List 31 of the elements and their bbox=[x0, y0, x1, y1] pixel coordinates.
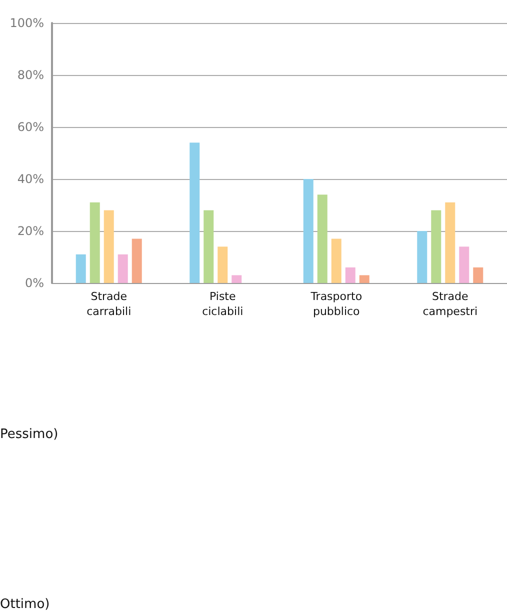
bar bbox=[445, 202, 456, 283]
bar bbox=[76, 254, 86, 283]
bar bbox=[118, 254, 128, 283]
bar bbox=[459, 246, 470, 283]
bar bbox=[218, 246, 228, 283]
y-tick-label: 40% bbox=[17, 172, 44, 186]
y-tick-label: 20% bbox=[17, 224, 44, 238]
bar bbox=[204, 210, 214, 283]
bar bbox=[104, 210, 114, 283]
text: Pessimo) bbox=[0, 427, 58, 442]
y-tick-label: 80% bbox=[17, 68, 44, 82]
bar bbox=[417, 231, 428, 283]
bar bbox=[90, 202, 100, 283]
x-tick-label: Piste ciclabili bbox=[202, 290, 244, 318]
text: Ottimo) bbox=[0, 597, 50, 612]
bar bbox=[345, 267, 356, 283]
bar bbox=[317, 194, 328, 283]
x-tick-label: Trasporto pubblico bbox=[310, 290, 362, 318]
bar bbox=[232, 275, 242, 283]
bar bbox=[431, 210, 442, 283]
y-tick-label: 100% bbox=[10, 16, 44, 30]
bar bbox=[359, 275, 370, 283]
y-tick-label: 0% bbox=[24, 276, 44, 290]
y-tick-label: 60% bbox=[17, 120, 44, 134]
bar bbox=[190, 142, 200, 283]
bar bbox=[303, 179, 314, 283]
bar bbox=[473, 267, 484, 283]
x-tick-label: Strade carrabili bbox=[86, 290, 132, 318]
x-tick-label: Strade campestri bbox=[422, 290, 478, 318]
bar bbox=[331, 238, 342, 283]
bar bbox=[132, 238, 142, 283]
